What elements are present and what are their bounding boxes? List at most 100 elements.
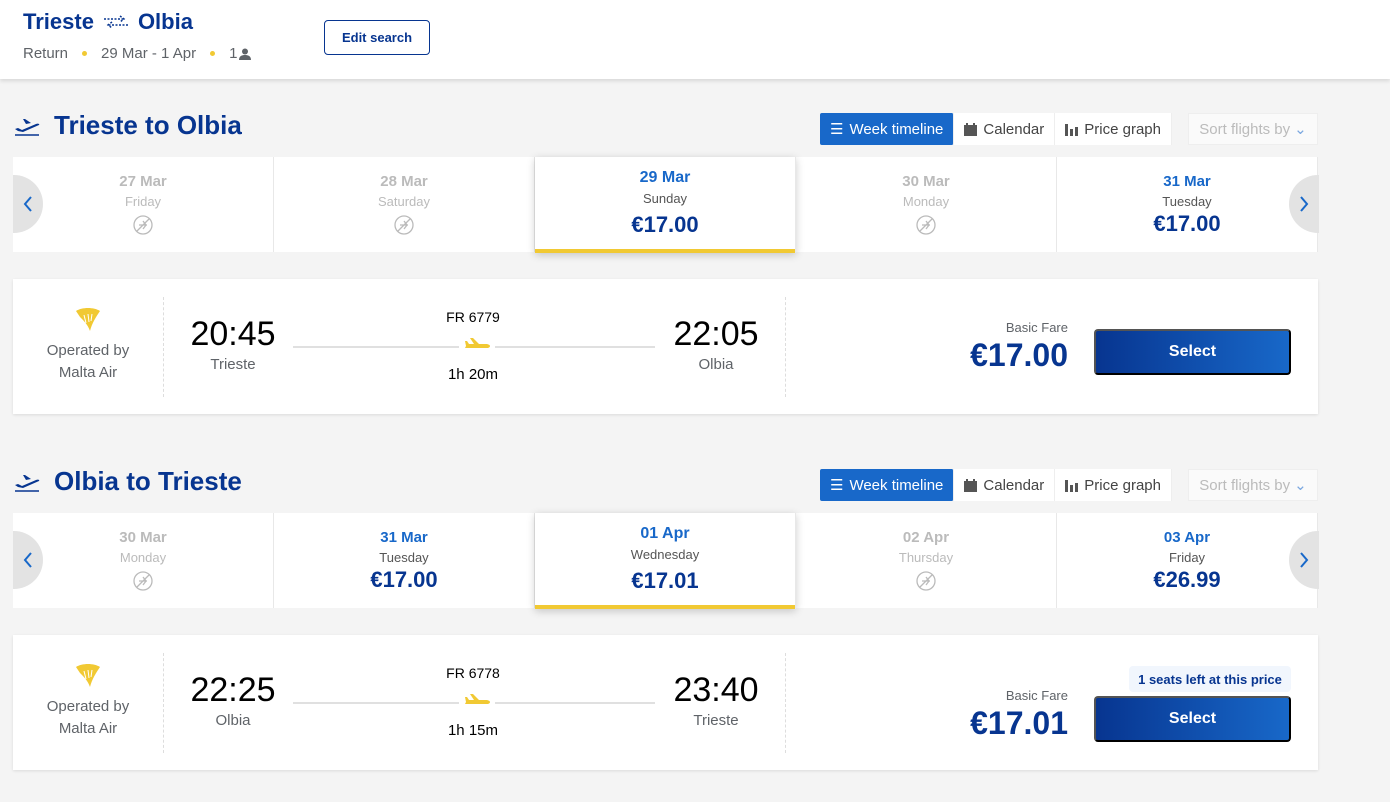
weekday-label: Monday	[119, 550, 167, 565]
date-price: €17.01	[631, 568, 699, 593]
fare-price: €17.01	[970, 705, 1068, 741]
sort-label: Sort flights by	[1199, 476, 1291, 494]
departure-time: 22:25	[190, 671, 276, 709]
tab-label: Calendar	[983, 476, 1045, 494]
tab-price-graph[interactable]: Price graph	[1055, 469, 1172, 501]
sort-dropdown[interactable]: Sort flights by ⌄	[1188, 113, 1318, 145]
plane-icon	[465, 694, 490, 704]
seats-left-badge: 1 seats left at this price	[1129, 666, 1291, 692]
operator-label: Operated by	[46, 342, 130, 359]
flight-section: Trieste to Olbia ☰ Week timeline Calendar…	[0, 110, 1390, 446]
takeoff-icon	[15, 118, 40, 136]
ryanair-harp-logo	[76, 664, 100, 687]
chevron-right-icon	[1300, 552, 1309, 568]
chevron-left-icon	[23, 552, 32, 568]
date-price: €17.00	[370, 567, 438, 592]
flight-duration: 1h 15m	[447, 722, 499, 739]
destination: Olbia	[137, 9, 193, 34]
tab-label: Price graph	[1084, 476, 1161, 494]
date-label: 31 Mar	[1163, 173, 1211, 190]
weekday-label: Thursday	[898, 550, 954, 565]
return-arrows-icon	[103, 15, 128, 29]
flight-number: FR 6778	[446, 665, 500, 681]
weekday-label: Saturday	[377, 194, 431, 209]
trip-meta: Return 29 Mar - 1 Apr 1	[23, 45, 252, 62]
date-label: 03 Apr	[1163, 529, 1211, 546]
sort-label: Sort flights by	[1199, 120, 1291, 138]
flight-number: FR 6779	[446, 309, 500, 325]
date-cell[interactable]: 02 Apr Thursday	[796, 513, 1057, 608]
edit-search-button[interactable]: Edit search	[324, 20, 430, 55]
no-flights-icon	[394, 215, 414, 235]
operator-name: Malta Air	[58, 720, 118, 737]
date-cell[interactable]: 31 Mar Tuesday €17.00	[1057, 157, 1318, 252]
tab-label: Week timeline	[849, 476, 944, 494]
operator: Operated by Malta Air	[13, 307, 163, 384]
weekday-label: Monday	[902, 194, 950, 209]
arrival-time: 23:40	[673, 671, 759, 709]
no-flights-icon	[133, 571, 153, 591]
section-title-text: Olbia to Trieste	[54, 466, 242, 496]
person-icon	[239, 48, 252, 60]
bar-chart-icon	[1065, 479, 1079, 492]
weekday-label: Tuesday	[379, 550, 429, 565]
tab-week-timeline[interactable]: ☰ Week timeline	[820, 113, 955, 145]
chevron-right-icon	[1300, 196, 1309, 212]
operator: Operated by Malta Air	[13, 663, 163, 740]
view-switcher: ☰ Week timeline Calendar Price graph	[820, 469, 1172, 501]
view-switcher: ☰ Week timeline Calendar Price graph	[820, 113, 1172, 145]
tab-label: Price graph	[1084, 120, 1161, 138]
date-cell[interactable]: 03 Apr Friday €26.99	[1057, 513, 1318, 608]
weekday-label: Tuesday	[1162, 194, 1212, 209]
fare-label: Basic Fare	[1005, 320, 1068, 335]
date-cell[interactable]: 31 Mar Tuesday €17.00	[274, 513, 535, 608]
no-flights-icon	[916, 571, 936, 591]
date-cell[interactable]: 30 Mar Monday	[13, 513, 274, 608]
weekday-label: Wednesday	[630, 547, 700, 562]
arrival-city: Trieste	[693, 712, 739, 729]
tab-price-graph[interactable]: Price graph	[1055, 113, 1172, 145]
date-label: 30 Mar	[902, 173, 950, 190]
search-summary-header: Trieste Olbia Return 29 Mar - 1 Apr 1 Ed…	[0, 0, 1390, 79]
no-flights-icon	[916, 215, 936, 235]
select-flight-button[interactable]: Select	[1094, 696, 1291, 742]
date-cell[interactable]: 01 Apr Wednesday €17.01	[535, 513, 796, 609]
origin: Trieste	[23, 9, 94, 34]
date-strip: 30 Mar Monday 31 Mar Tuesday €17.00 01 A…	[13, 513, 1318, 609]
date-label: 29 Mar	[639, 169, 691, 186]
fare-label: Basic Fare	[1005, 688, 1068, 703]
date-label: 31 Mar	[380, 529, 428, 546]
date-cell[interactable]: 28 Mar Saturday	[274, 157, 535, 252]
date-label: 30 Mar	[119, 529, 167, 546]
departure-city: Trieste	[210, 356, 256, 373]
flight-duration: 1h 20m	[447, 366, 499, 383]
date-label: 01 Apr	[640, 525, 690, 542]
select-flight-button[interactable]: Select	[1094, 329, 1291, 375]
menu-icon: ☰	[830, 477, 844, 494]
date-label: 02 Apr	[902, 529, 950, 546]
date-cell[interactable]: 30 Mar Monday	[796, 157, 1057, 252]
date-cell[interactable]: 29 Mar Sunday €17.00	[535, 157, 796, 253]
tab-week-timeline[interactable]: ☰ Week timeline	[820, 469, 955, 501]
weekday-label: Friday	[1168, 550, 1206, 565]
weekday-label: Friday	[124, 194, 162, 209]
weekday-label: Sunday	[642, 191, 688, 206]
calendar-icon	[964, 122, 978, 136]
date-price: €26.99	[1153, 567, 1221, 592]
operator-name: Malta Air	[58, 364, 118, 381]
date-cell[interactable]: 27 Mar Friday	[13, 157, 274, 252]
fare-price: €17.00	[970, 337, 1068, 373]
chevron-left-icon	[23, 196, 32, 212]
departure-city: Olbia	[215, 712, 251, 729]
date-strip: 27 Mar Friday 28 Mar Saturday 29 Mar Sun…	[13, 157, 1318, 253]
bar-chart-icon	[1065, 123, 1079, 136]
tab-label: Calendar	[983, 120, 1045, 138]
date-price: €17.00	[631, 212, 699, 237]
no-flights-icon	[133, 215, 153, 235]
tab-calendar[interactable]: Calendar	[954, 469, 1056, 501]
flight-section: Olbia to Trieste ☰ Week timeline Calendar…	[0, 466, 1390, 802]
tab-calendar[interactable]: Calendar	[954, 113, 1056, 145]
sort-dropdown[interactable]: Sort flights by ⌄	[1188, 469, 1318, 501]
calendar-icon	[964, 478, 978, 492]
date-label: 27 Mar	[119, 173, 167, 190]
